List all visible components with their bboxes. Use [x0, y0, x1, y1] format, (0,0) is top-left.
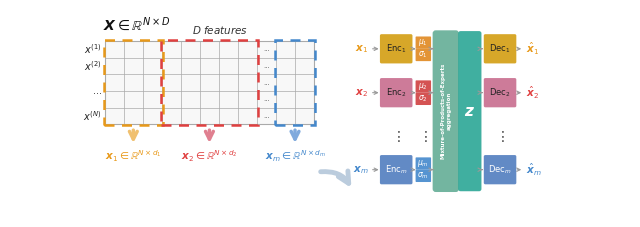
Text: ...: ... [263, 96, 270, 102]
Text: $\boldsymbol{x}_1 \in \mathbb{R}^{N \times d_1}$: $\boldsymbol{x}_1 \in \mathbb{R}^{N \tim… [105, 149, 162, 165]
FancyBboxPatch shape [380, 155, 412, 184]
Text: $\hat{\boldsymbol{x}}_2$: $\hat{\boldsymbol{x}}_2$ [525, 85, 539, 101]
Text: $\mathrm{Enc}_1$: $\mathrm{Enc}_1$ [386, 42, 406, 55]
Text: $\boldsymbol{z}$: $\boldsymbol{z}$ [464, 104, 476, 119]
Text: $\mu_{m}$: $\mu_{m}$ [417, 158, 429, 169]
Text: $\hat{\boldsymbol{x}}_m$: $\hat{\boldsymbol{x}}_m$ [525, 162, 541, 178]
Text: $\vdots$: $\vdots$ [495, 129, 505, 144]
Text: Mixture-of-Products-of-Experts
aggregation: Mixture-of-Products-of-Experts aggregati… [440, 63, 451, 159]
Text: $\boldsymbol{x}_m$: $\boldsymbol{x}_m$ [353, 164, 368, 176]
Text: $\mathrm{Dec}_1$: $\mathrm{Dec}_1$ [490, 42, 511, 55]
Text: ...: ... [263, 113, 270, 119]
FancyBboxPatch shape [415, 170, 431, 182]
FancyBboxPatch shape [380, 78, 412, 107]
FancyBboxPatch shape [380, 34, 412, 63]
FancyBboxPatch shape [415, 37, 431, 49]
Text: $\mu_{2}$: $\mu_{2}$ [419, 81, 428, 92]
FancyBboxPatch shape [484, 78, 516, 107]
Text: $\mathrm{Dec}_m$: $\mathrm{Dec}_m$ [488, 163, 512, 176]
Text: ...: ... [263, 46, 270, 52]
FancyBboxPatch shape [458, 31, 481, 191]
FancyBboxPatch shape [415, 157, 431, 170]
FancyBboxPatch shape [415, 93, 431, 105]
FancyBboxPatch shape [484, 34, 516, 63]
Text: $\sigma_{m}$: $\sigma_{m}$ [417, 171, 429, 181]
Text: $\vdots$: $\vdots$ [392, 129, 401, 144]
Text: $x^{(1)}$: $x^{(1)}$ [84, 42, 102, 56]
Bar [275, 40, 316, 125]
Text: $\boldsymbol{x}_m \in \mathbb{R}^{N \times d_m}$: $\boldsymbol{x}_m \in \mathbb{R}^{N \tim… [264, 149, 326, 165]
Text: $\mathrm{Enc}_m$: $\mathrm{Enc}_m$ [385, 163, 408, 176]
Text: $\boldsymbol{X} \in \mathbb{R}^{N \times D}$: $\boldsymbol{X} \in \mathbb{R}^{N \times… [103, 16, 171, 33]
Text: $x^{(2)}$: $x^{(2)}$ [84, 59, 102, 73]
Bar [104, 40, 163, 125]
FancyBboxPatch shape [415, 80, 431, 93]
FancyBboxPatch shape [433, 30, 459, 192]
Bar [105, 41, 314, 124]
Text: $\mu_{1}$: $\mu_{1}$ [419, 37, 428, 48]
Text: ...: ... [263, 63, 270, 69]
Text: $\hat{\boldsymbol{x}}_1$: $\hat{\boldsymbol{x}}_1$ [525, 41, 539, 57]
Text: $\sigma_{2}$: $\sigma_{2}$ [419, 94, 428, 104]
Bar [161, 40, 258, 125]
Text: $x^{(N)}$: $x^{(N)}$ [83, 109, 102, 123]
Text: $\mathrm{Enc}_2$: $\mathrm{Enc}_2$ [386, 86, 406, 99]
Text: ...: ... [263, 80, 270, 86]
FancyBboxPatch shape [415, 49, 431, 61]
Text: $\mathrm{Dec}_2$: $\mathrm{Dec}_2$ [490, 86, 511, 99]
FancyBboxPatch shape [484, 155, 516, 184]
Text: $\boldsymbol{x}_2 \in \mathbb{R}^{N \times d_2}$: $\boldsymbol{x}_2 \in \mathbb{R}^{N \tim… [181, 149, 238, 165]
Text: $\sigma_{1}$: $\sigma_{1}$ [419, 50, 428, 60]
Text: $\vdots$: $\vdots$ [419, 129, 428, 144]
Text: $D$ features: $D$ features [192, 24, 248, 36]
Text: $\boldsymbol{x}_1$: $\boldsymbol{x}_1$ [355, 43, 368, 55]
Text: $\boldsymbol{x}_2$: $\boldsymbol{x}_2$ [355, 87, 368, 99]
Text: ...: ... [93, 86, 102, 96]
